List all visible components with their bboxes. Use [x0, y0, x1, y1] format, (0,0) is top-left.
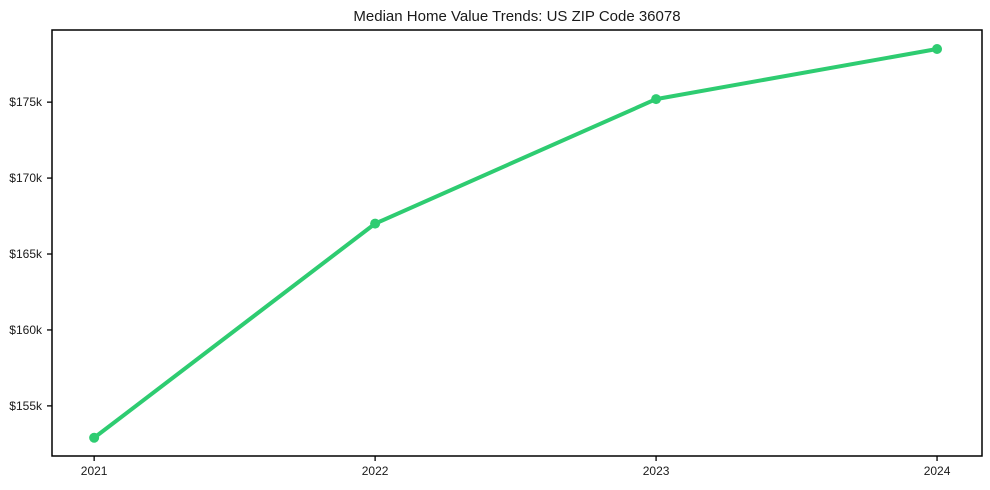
data-point-marker: [370, 218, 381, 229]
data-point-marker: [89, 432, 100, 443]
x-tick-label: 2022: [362, 464, 389, 478]
y-tick-label: $175k: [9, 95, 43, 109]
axes: $155k $160k $165k $170k $175k 2021 2022 2023 202…: [9, 29, 983, 478]
data-point-marker: [932, 43, 943, 54]
y-tick-label: $155k: [9, 399, 43, 413]
series-line: [92, 46, 940, 440]
y-tick-label: $170k: [9, 171, 43, 185]
y-tick-label: $160k: [9, 323, 43, 337]
data-point-marker: [651, 94, 662, 105]
x-tick-label: 2023: [643, 464, 670, 478]
plot-border: [51, 29, 983, 457]
x-tick-label: 2021: [81, 464, 108, 478]
y-tick-label: $165k: [9, 247, 43, 261]
chart-title: Median Home Value Trends: US ZIP Code 36…: [353, 8, 680, 25]
x-tick-label: 2024: [924, 464, 951, 478]
series: [89, 43, 943, 443]
